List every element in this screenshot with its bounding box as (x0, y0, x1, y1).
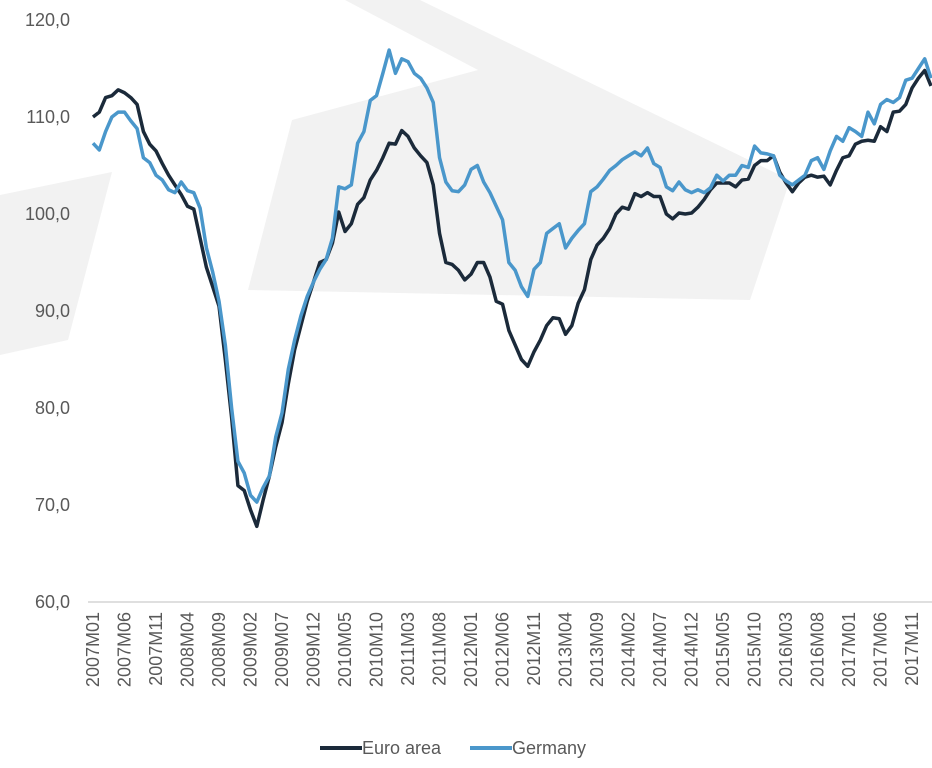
y-tick-label: 60,0 (35, 592, 70, 612)
x-tick-label: 2011M08 (430, 612, 450, 686)
x-tick-label: 2012M01 (461, 612, 481, 687)
x-tick-label: 2009M07 (272, 612, 292, 687)
x-tick-label: 2017M01 (839, 612, 859, 687)
x-tick-label: 2009M12 (304, 612, 324, 687)
x-tick-label: 2016M03 (776, 612, 796, 687)
x-tick-label: 2013M09 (587, 612, 607, 687)
y-tick-label: 100,0 (25, 204, 70, 224)
y-tick-label: 80,0 (35, 398, 70, 418)
legend-label: Germany (512, 738, 586, 758)
x-tick-label: 2014M02 (619, 612, 639, 687)
line-series (91, 48, 932, 504)
x-tick-label: 2014M07 (650, 612, 670, 687)
x-tick-label: 2008M04 (178, 612, 198, 687)
x-tick-label: 2017M11 (902, 612, 922, 686)
y-tick-label: 70,0 (35, 495, 70, 515)
y-tick-label: 120,0 (25, 10, 70, 30)
x-tick-label: 2014M12 (682, 612, 702, 687)
watermark (0, 0, 790, 355)
x-tick-label: 2009M02 (241, 612, 261, 687)
x-tick-label: 2010M10 (367, 612, 387, 687)
y-tick-label: 110,0 (26, 107, 70, 127)
x-tick-label: 2015M10 (745, 612, 765, 687)
y-tick-label: 90,0 (35, 301, 70, 321)
x-tick-label: 2013M04 (556, 612, 576, 687)
x-tick-label: 2012M11 (524, 612, 544, 686)
legend-label: Euro area (362, 738, 442, 758)
x-tick-label: 2007M11 (146, 612, 166, 686)
x-tick-label: 2015M05 (713, 612, 733, 687)
x-tick-label: 2007M01 (83, 612, 103, 687)
x-tick-label: 2010M05 (335, 612, 355, 687)
x-tick-label: 2008M09 (209, 612, 229, 687)
x-tick-label: 2007M06 (115, 612, 135, 687)
x-tick-label: 2016M08 (808, 612, 828, 687)
x-tick-label: 2012M06 (493, 612, 513, 687)
x-tick-label: 2011M03 (398, 612, 418, 686)
x-tick-label: 2017M06 (871, 612, 891, 687)
